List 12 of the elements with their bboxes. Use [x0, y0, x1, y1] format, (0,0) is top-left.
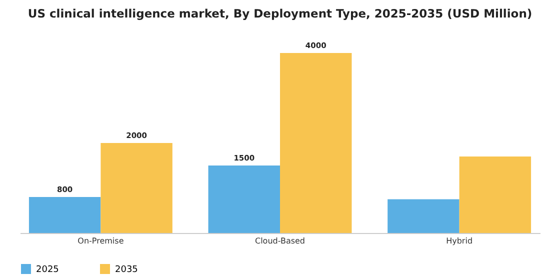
- bar: [388, 199, 460, 233]
- legend-label: 2025: [36, 265, 59, 275]
- bar: [280, 53, 352, 233]
- bar: [100, 143, 172, 233]
- bar: [28, 197, 101, 233]
- bar: [208, 166, 280, 233]
- x-tick-label: On-Premise: [78, 236, 124, 246]
- x-tick-label: Cloud-Based: [254, 236, 306, 246]
- bar: [459, 156, 532, 233]
- x-tick-label: Hybrid: [446, 236, 473, 246]
- legend-label: 2035: [115, 265, 138, 275]
- chart-title: US clinical intelligence market, By Deployment Type, 2025-2035 (USD Million): [28, 6, 532, 20]
